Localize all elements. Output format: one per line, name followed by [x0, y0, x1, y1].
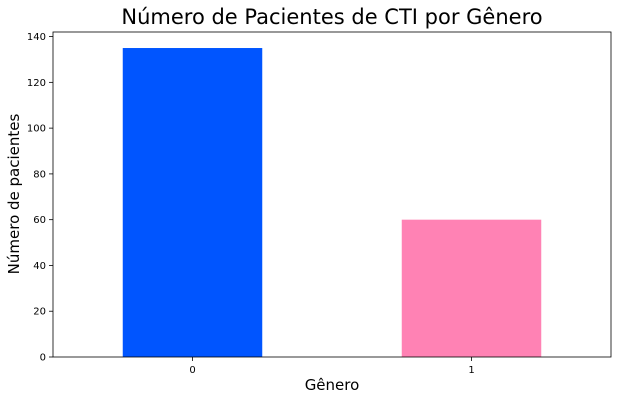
bar-1: [401, 219, 542, 357]
bar-0: [122, 48, 263, 358]
plot-frame: [52, 31, 612, 358]
y-tick-label: 20: [33, 307, 46, 318]
y-tick-label: 140: [27, 32, 46, 43]
y-tick-label: 80: [33, 169, 46, 180]
y-axis: 0 20 40 60 80 100 120 140: [27, 32, 53, 364]
bars-group: [122, 48, 542, 358]
y-tick-label: 100: [27, 124, 46, 135]
y-tick-label: 120: [27, 78, 46, 89]
x-axis-label: Gênero: [305, 376, 360, 394]
x-tick-label: 1: [468, 365, 474, 376]
y-tick-label: 60: [33, 215, 46, 226]
x-tick-label: 0: [189, 365, 195, 376]
y-axis-label: Número de pacientes: [5, 113, 23, 274]
y-tick-label: 0: [40, 353, 46, 364]
chart-title: Número de Pacientes de CTI por Gênero: [121, 5, 542, 29]
y-tick-label: 40: [33, 261, 46, 272]
